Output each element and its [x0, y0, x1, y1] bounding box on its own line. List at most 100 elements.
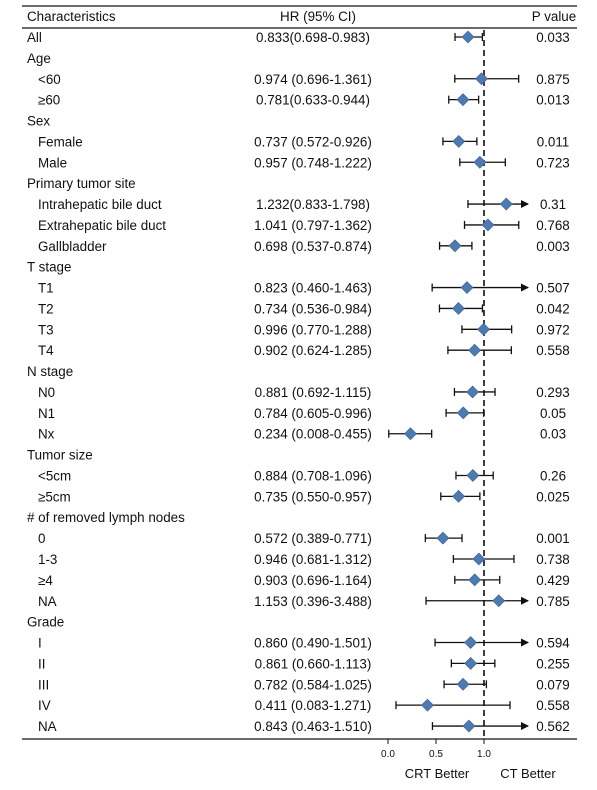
row-label: Intrahepatic bile duct [38, 197, 162, 212]
hr-ci-text: 1.041 (0.797-1.362) [254, 218, 372, 233]
hr-ci-text: 0.782 (0.584-1.025) [254, 677, 372, 692]
p-value-text: 0.003 [536, 239, 570, 254]
hr-ci-text: 0.572 (0.389-0.771) [254, 531, 372, 546]
p-value-text: 0.025 [536, 489, 570, 504]
p-value-text: 0.255 [536, 656, 570, 671]
hr-ci-text: 0.946 (0.681-1.312) [254, 552, 372, 567]
hr-ci-text: 0.784 (0.605-0.996) [254, 406, 372, 421]
hr-ci-text: 0.884 (0.708-1.096) [254, 468, 372, 483]
hr-point-marker [464, 656, 478, 670]
group-label: # of removed lymph nodes [27, 510, 185, 525]
hr-point-marker [460, 281, 474, 294]
p-value-text: 0.768 [536, 218, 570, 233]
hr-ci-text: 0.234 (0.008-0.455) [254, 427, 372, 442]
p-value-text: 0.723 [536, 155, 570, 170]
hr-point-marker [473, 155, 487, 169]
group-label: T stage [27, 260, 71, 275]
x-tick-label: 0.0 [381, 749, 395, 760]
row-label: ≥4 [38, 573, 53, 588]
hr-ci-text: 0.957 (0.748-1.222) [254, 155, 372, 170]
hr-ci-text: 0.881 (0.692-1.115) [255, 385, 372, 400]
row-label: Extrahepatic bile duct [38, 218, 166, 233]
row-label: N0 [38, 385, 55, 400]
hr-ci-text: 0.737 (0.572-0.926) [254, 134, 372, 149]
p-value-text: 0.429 [536, 573, 570, 588]
row-label: IV [38, 698, 51, 713]
hr-point-marker [481, 218, 495, 232]
hr-ci-text: 0.823 (0.460-1.463) [254, 281, 372, 296]
hr-point-marker [452, 302, 465, 315]
hr-point-marker [404, 427, 417, 441]
row-label: NA [38, 594, 57, 609]
hr-point-marker [466, 469, 480, 482]
row-label: II [38, 656, 45, 671]
x-axis: 0.0 0.5 1.0 [381, 739, 491, 760]
p-value-text: 0.011 [537, 134, 570, 149]
header-p-value: P value [532, 9, 576, 24]
hr-ci-text: 0.843 (0.463-1.510) [254, 719, 372, 734]
p-value-text: 0.293 [536, 385, 570, 400]
hr-ci-text: 0.902 (0.624-1.285) [254, 343, 372, 358]
p-value-text: 0.875 [536, 72, 570, 87]
group-label: Primary tumor site [27, 176, 136, 191]
hr-point-marker [436, 531, 450, 545]
row-label: T2 [38, 301, 54, 316]
row-label: Male [38, 155, 67, 170]
p-value-text: 0.562 [536, 719, 570, 734]
hr-point-marker [421, 698, 434, 712]
hr-ci-text: 0.996 (0.770-1.288) [254, 322, 372, 337]
p-value-text: 0.558 [536, 698, 570, 713]
hr-ci-text: 0.833(0.698-0.983) [256, 30, 370, 45]
hr-ci-text: 0.411 (0.083-1.271) [255, 698, 372, 713]
hr-ci-text: 0.861 (0.660-1.113) [255, 656, 372, 671]
row-label: N1 [38, 406, 55, 421]
hr-ci-text: 0.903 (0.696-1.164) [254, 573, 372, 588]
row-label: 0 [38, 531, 45, 546]
hr-point-marker [472, 552, 486, 566]
hr-ci-text: 1.153 (0.396-3.488) [254, 594, 372, 609]
p-value-text: 0.05 [540, 406, 566, 421]
hr-point-marker [492, 594, 506, 608]
row-label: Nx [38, 427, 55, 442]
hr-ci-text: 0.860 (0.490-1.501) [254, 636, 372, 651]
p-value-text: 0.785 [536, 594, 570, 609]
p-value-text: 0.558 [536, 343, 570, 358]
row-label: Gallbladder [38, 239, 107, 254]
row-label: ≥5cm [38, 489, 71, 504]
row-label: T4 [38, 343, 54, 358]
hr-ci-text: 0.698 (0.537-0.874) [254, 239, 372, 254]
group-label: Tumor size [27, 448, 93, 463]
p-value-text: 0.507 [536, 281, 570, 296]
row-label: 1-3 [38, 552, 57, 567]
p-value-text: 0.03 [540, 427, 566, 442]
row-label: T1 [38, 281, 54, 296]
hr-point-marker [452, 489, 465, 503]
hr-point-marker [499, 197, 513, 211]
hr-ci-text: 0.974 (0.696-1.361) [254, 72, 372, 87]
group-label: All [27, 30, 42, 45]
group-label: Sex [27, 114, 50, 129]
table-rows: All 0.833(0.698-0.983) 0.033 Age <60 0.974 (0… [27, 30, 570, 734]
hr-point-marker [468, 573, 482, 587]
hr-ci-text: 0.781(0.633-0.944) [256, 93, 370, 108]
p-value-text: 0.972 [536, 322, 570, 337]
hr-point-marker [456, 93, 470, 107]
p-value-text: 0.033 [536, 30, 570, 45]
hr-point-marker [477, 322, 491, 336]
x-tick-label: 0.5 [429, 749, 443, 760]
footer-crt-better: CRT Better [405, 766, 470, 781]
row-label: T3 [38, 322, 54, 337]
p-value-text: 0.26 [540, 468, 566, 483]
hr-point-marker [456, 406, 470, 420]
header-hr: HR (95% CI) [280, 9, 356, 24]
hr-point-marker [456, 677, 470, 691]
group-label: N stage [27, 364, 73, 379]
hr-ci-text: 0.735 (0.550-0.957) [254, 489, 372, 504]
p-value-text: 0.001 [536, 531, 570, 546]
header-characteristics: Characteristics [27, 9, 116, 24]
p-value-text: 0.594 [536, 636, 570, 651]
hr-point-marker [468, 343, 482, 357]
row-label: NA [38, 719, 57, 734]
row-label: Female [38, 134, 83, 149]
